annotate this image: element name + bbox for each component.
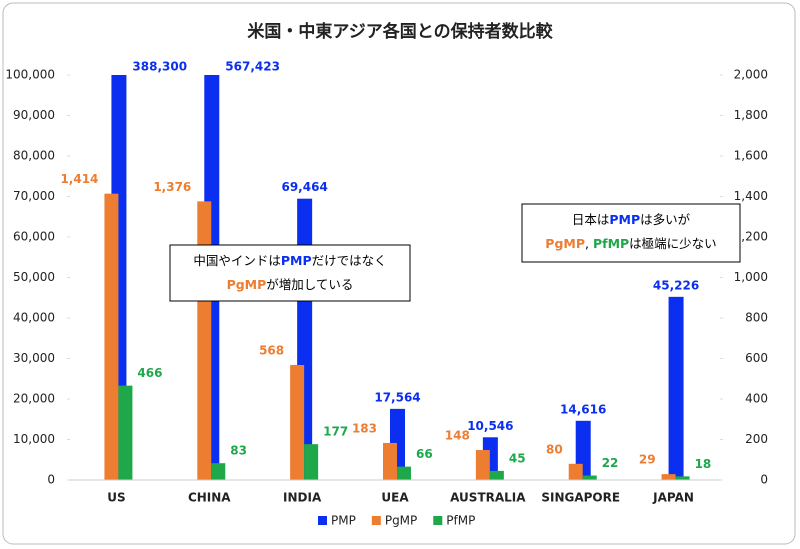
data-label: 17,564 [374, 390, 420, 404]
data-label: 29 [639, 453, 656, 467]
data-label: 18 [695, 457, 712, 471]
bar [675, 476, 690, 480]
y2-tick-label: 400 [745, 392, 768, 406]
data-label: 567,423 [225, 60, 280, 74]
annotation-segment: PMP [609, 212, 640, 227]
y-tick-label: 10,000 [13, 432, 55, 446]
annotation: 日本はPMPは多いが [572, 212, 691, 227]
y2-tick-label: 0 [760, 473, 768, 487]
bar [304, 444, 319, 480]
bar [661, 474, 676, 480]
legend-swatch [318, 516, 327, 525]
y-tick-label: 100,000 [5, 68, 55, 82]
data-label: 22 [602, 456, 619, 470]
legend-swatch [433, 516, 443, 525]
y-tick-label: 70,000 [13, 189, 55, 203]
x-tick-label: AUSTRALIA [450, 491, 526, 505]
y2-tick-label: 1,200 [734, 230, 768, 244]
bar [568, 463, 583, 480]
y-tick-label: 90,000 [13, 108, 55, 122]
y-tick-label: 0 [47, 473, 55, 487]
y-tick-label: 40,000 [13, 311, 55, 325]
bar [290, 364, 305, 480]
bar [383, 442, 397, 480]
annotation-segment: は極端に少ない [629, 236, 717, 251]
bar [668, 296, 684, 480]
annotation-segment: 中国やインドは [193, 253, 281, 268]
data-label: 1,414 [60, 172, 98, 186]
annotation-segment: は多いが [640, 212, 691, 227]
annotation-box [521, 203, 741, 263]
annotation-segment: だけではなく [312, 253, 387, 268]
chart-title: 米国・中東アジア各国との保持者数比較 [247, 21, 553, 42]
data-label: 83 [230, 444, 247, 458]
legend-label: PMP [331, 514, 356, 528]
data-label: 69,464 [281, 180, 327, 194]
y2-tick-label: 600 [745, 351, 768, 365]
x-tick-label: UEA [381, 491, 409, 505]
data-label: 45 [509, 451, 526, 465]
y-tick-label: 50,000 [13, 270, 55, 284]
annotation-segment: PgMP [227, 277, 267, 292]
annotation: PgMP, PfMPは極端に少ない [545, 236, 716, 251]
y-tick-label: 30,000 [13, 351, 55, 365]
y-tick-label: 20,000 [13, 392, 55, 406]
data-label: 466 [137, 366, 162, 380]
bar [397, 466, 411, 480]
annotation-box [169, 244, 411, 302]
legend-label: PgMP [385, 514, 417, 528]
annotation-segment: 日本は [572, 212, 610, 227]
annotation-segment: PMP [281, 253, 312, 268]
data-label: 66 [416, 447, 433, 461]
annotation-segment: が増加している [266, 277, 353, 292]
bar [197, 201, 212, 481]
x-tick-label: SINGAPORE [541, 491, 620, 505]
data-label: 14,616 [560, 402, 606, 416]
bar [118, 385, 133, 480]
data-label: 148 [445, 429, 470, 443]
y2-tick-label: 1,800 [734, 108, 768, 122]
x-tick-label: CHINA [188, 491, 231, 505]
legend-label: PfMP [446, 514, 475, 528]
x-tick-label: INDIA [283, 491, 322, 505]
annotation-segment: PfMP [593, 236, 629, 251]
y2-tick-label: 200 [745, 432, 768, 446]
legend-swatch [371, 516, 381, 525]
annotation: 中国やインドはPMPだけではなく [193, 253, 386, 268]
data-label: 568 [259, 343, 284, 357]
bar [489, 470, 504, 480]
y2-tick-label: 1,400 [734, 189, 768, 203]
annotation-segment: PgMP [545, 236, 585, 251]
data-label: 80 [546, 442, 563, 456]
annotation-segment: , [585, 236, 593, 251]
y-tick-label: 60,000 [13, 230, 55, 244]
y2-tick-label: 800 [745, 311, 768, 325]
bar [104, 193, 119, 481]
bar [582, 475, 597, 480]
data-label: 45,226 [653, 278, 699, 292]
data-label: 388,300 [132, 60, 187, 74]
x-tick-label: US [107, 491, 125, 505]
x-tick-label: JAPAN [652, 491, 694, 505]
data-label: 1,376 [153, 180, 191, 194]
y2-tick-label: 1,000 [734, 270, 768, 284]
data-label: 177 [323, 425, 348, 439]
bar [211, 463, 226, 480]
y2-tick-label: 1,600 [734, 149, 768, 163]
data-label: 10,546 [467, 419, 513, 433]
bar [475, 450, 490, 480]
annotation: PgMPが増加している [227, 277, 354, 292]
plot-area [104, 75, 690, 481]
y-tick-label: 80,000 [13, 149, 55, 163]
data-label: 183 [352, 421, 377, 435]
y2-tick-label: 2,000 [734, 68, 768, 82]
